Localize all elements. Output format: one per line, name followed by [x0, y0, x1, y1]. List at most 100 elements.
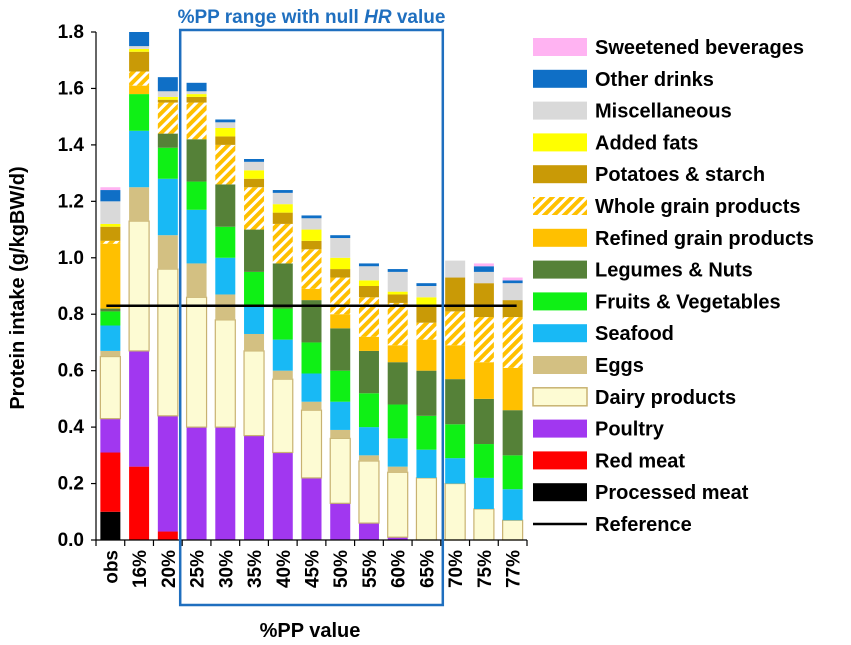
- legend-swatch: [533, 38, 587, 56]
- bar-segment: Miscellaneous 16%: 0.01: [129, 46, 150, 49]
- bar-segment: Seafood 50%: 0.1: [330, 401, 351, 430]
- legend-label: Red meat: [595, 450, 685, 472]
- bar-segment: Added fats 65%: 0.03: [416, 297, 437, 306]
- bar-segment: Other drinks 50%: 0.01: [330, 235, 351, 239]
- bar-segment: Other drinks 16%: 0.05: [129, 32, 150, 47]
- x-tick-label: 77%: [504, 550, 525, 588]
- bar-segment: Eggs 40%: 0.03: [272, 370, 293, 380]
- bar-segment: Fruits & Vegetables 55%: 0.12: [358, 393, 379, 428]
- x-tick-label: 30%: [216, 550, 237, 588]
- bar-segment: Refined grain products obs: 0.23: [100, 243, 121, 309]
- bar-segment: Whole grain products 20%: 0.11: [157, 102, 178, 134]
- bar-segment: Processed meat obs: 0.1: [100, 511, 121, 540]
- bar-segment: Miscellaneous 60%: 0.07: [387, 271, 408, 292]
- bar-segment: Miscellaneous 65%: 0.04: [416, 286, 437, 298]
- y-tick-label: 0.6: [58, 361, 84, 382]
- bar-segment: Potatoes & starch 20%: 0.01: [157, 99, 178, 103]
- bar-segment: Other drinks 25%: 0.03: [186, 82, 207, 92]
- bar-segment: Whole grain products 77%: 0.18: [502, 317, 523, 368]
- bar-segment: Refined grain products 75%: 0.13: [473, 362, 494, 399]
- bar-segment: Fruits & Vegetables 50%: 0.11: [330, 370, 351, 402]
- bar-segment: Poultry 45%: 0.22: [301, 477, 322, 540]
- bar-segment: Fruits & Vegetables 60%: 0.12: [387, 404, 408, 439]
- bar-segment: Sweetened beverages 75%: 0.01: [473, 263, 494, 267]
- bar-segment: Miscellaneous 40%: 0.04: [272, 192, 293, 205]
- bar-segment: Poultry 35%: 0.37: [244, 435, 265, 540]
- bar-segment: Added fats 30%: 0.03: [215, 127, 236, 137]
- legend-label: Refined grain products: [595, 228, 814, 250]
- legend-swatch: [532, 387, 588, 407]
- bar-segment: Miscellaneous 50%: 0.07: [330, 238, 351, 258]
- bar-segment: Miscellaneous 30%: 0.02: [215, 122, 236, 128]
- legend-swatch: [533, 356, 587, 374]
- bar-segment: Legumes & Nuts 40%: 0.16: [272, 263, 293, 309]
- bar-segment: Other drinks obs: 0.04: [100, 190, 121, 202]
- bar-segment: Whole grain products 75%: 0.16: [473, 317, 494, 363]
- y-tick-label: 0.2: [58, 474, 84, 495]
- legend-swatch: [533, 165, 587, 184]
- legend-label: Legumes & Nuts: [595, 260, 753, 282]
- bar-segment: Eggs 25%: 0.12: [186, 263, 207, 298]
- bar-segment: Potatoes & starch 60%: 0.03: [387, 294, 408, 303]
- bar-segment: Eggs 20%: 0.12: [157, 235, 178, 270]
- bar-segment: Other drinks 20%: 0.05: [157, 77, 178, 92]
- bar-segment: Fruits & Vegetables 20%: 0.11: [157, 147, 178, 179]
- bar-segment: Miscellaneous 55%: 0.05: [358, 266, 379, 281]
- legend-label: Whole grain products: [595, 196, 801, 218]
- bar-segment: Potatoes & starch 77%: 0.06: [502, 300, 523, 318]
- bar-segment: Potatoes & starch 75%: 0.12: [473, 283, 494, 318]
- bar-segment: Potatoes & starch 55%: 0.04: [358, 286, 379, 298]
- y-tick-label: 0.4: [58, 417, 85, 438]
- bar-segment: Miscellaneous 77%: 0.06: [502, 283, 523, 301]
- y-tick-label: 0.0: [58, 530, 84, 551]
- x-tick-label: 70%: [446, 550, 467, 588]
- bar-segment: Dairy products 45%: 0.24: [300, 409, 323, 479]
- bar-segment: Added fats 55%: 0.02: [358, 280, 379, 286]
- bar-segment: Miscellaneous 75%: 0.04: [473, 271, 494, 284]
- bar-segment: Fruits & Vegetables 16%: 0.13: [129, 94, 150, 131]
- x-tick-label: 16%: [130, 550, 151, 588]
- bar-segment: Added fats 50%: 0.04: [330, 257, 351, 270]
- bar-segment: Legumes & Nuts 75%: 0.16: [473, 398, 494, 445]
- bar-segment: Added fats 16%: 0.01: [129, 48, 150, 52]
- bar-segment: Legumes & Nuts 45%: 0.15: [301, 300, 322, 343]
- x-tick-label: 40%: [274, 550, 295, 588]
- bar-segment: Poultry 30%: 0.4: [215, 427, 236, 540]
- legend-swatch: [533, 69, 587, 88]
- bar-segment: Added fats 25%: 0.01: [186, 94, 207, 97]
- bar-segment: Fruits & Vegetables 40%: 0.11: [272, 308, 293, 340]
- legend-swatch: [533, 101, 587, 120]
- bar-segment: Miscellaneous obs: 0.08: [100, 201, 121, 224]
- bar-segment: Potatoes & starch 45%: 0.03: [301, 240, 322, 250]
- bar-segment: Other drinks 55%: 0.01: [358, 263, 379, 267]
- bar-segment: Seafood 70%: 0.09: [445, 458, 466, 484]
- bar-segment: Whole grain products 50%: 0.13: [330, 277, 351, 315]
- bar-segment: Sweetened beverages 77%: 0.01: [502, 277, 523, 281]
- bar-segment: Dairy products 60%: 0.23: [387, 471, 409, 538]
- bar-segment: Eggs 30%: 0.09: [215, 294, 236, 320]
- bar-segment: Potatoes & starch 40%: 0.04: [272, 212, 293, 224]
- bar-segment: Seafood 40%: 0.11: [272, 339, 293, 371]
- bar-segment: Refined grain products 77%: 0.15: [502, 367, 523, 411]
- bar-segment: Refined grain products 55%: 0.05: [358, 336, 379, 351]
- bar-segment: Refined grain products 60%: 0.06: [387, 345, 408, 363]
- x-tick-label: 75%: [475, 550, 496, 588]
- bar-segment: Poultry 25%: 0.4: [186, 427, 207, 540]
- bar-segment: Legumes & Nuts 77%: 0.16: [502, 410, 523, 456]
- bar-segment: Other drinks 45%: 0.01: [301, 215, 322, 219]
- bar-segment: Whole grain products 16%: 0.05: [129, 71, 150, 86]
- bar-segment: Whole grain products 70%: 0.12: [445, 311, 466, 346]
- legend-swatch: [533, 483, 587, 502]
- bar-segment: Red meat 16%: 0.26: [129, 466, 150, 540]
- legend-label: Dairy products: [595, 387, 736, 409]
- legend-swatch: [533, 451, 587, 470]
- legend-label: Other drinks: [595, 69, 714, 91]
- bar-segment: Dairy products 50%: 0.23: [329, 437, 351, 504]
- bar-segment: Legumes & Nuts 60%: 0.15: [387, 362, 408, 405]
- bar-segment: Miscellaneous 25%: 0.01: [186, 91, 207, 95]
- x-tick-label: 50%: [331, 550, 352, 588]
- bar-segment: Whole grain products 30%: 0.14: [215, 144, 236, 185]
- bar-segment: Whole grain products 35%: 0.15: [244, 187, 265, 230]
- bar-segment: Fruits & Vegetables 30%: 0.11: [215, 226, 236, 258]
